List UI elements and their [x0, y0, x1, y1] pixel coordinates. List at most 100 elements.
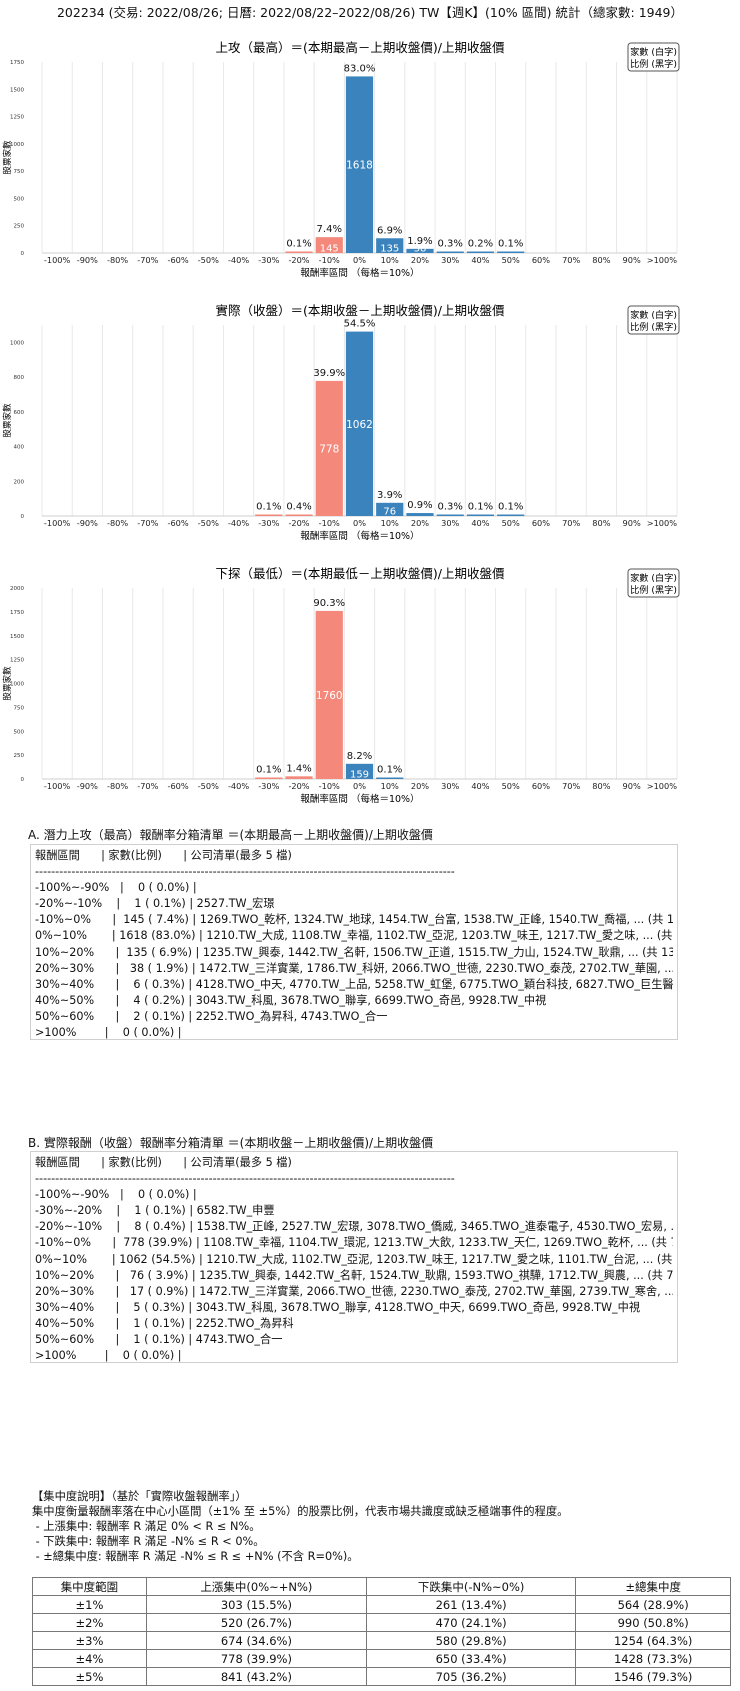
bar-percent-label: 54.5%: [344, 319, 376, 330]
list-b-box: 報酬區間 | 家數(比例) | 公司清單(最多 5 檔) ------------…: [30, 1151, 678, 1363]
bar-count-label: 1760: [316, 690, 343, 702]
list-line: ----------------------------------------…: [35, 865, 455, 879]
x-tick-label: -10%: [319, 518, 340, 528]
x-tick-label: -80%: [107, 255, 128, 265]
bar-count-label: 145: [320, 244, 339, 255]
x-tick-label: 30%: [441, 518, 459, 528]
list-line: 40%~50% | 1 ( 0.1%) | 2252.TWO_為昇科: [35, 1316, 294, 1330]
table-cell: 470 (24.1%): [365, 1613, 577, 1632]
table-cell: 564 (28.9%): [575, 1595, 731, 1614]
page-title: 202234 (交易: 2022/08/26; 日曆: 2022/08/22–2…: [56, 5, 684, 20]
list-line: 50%~60% | 2 ( 0.1%) | 2252.TWO_為昇科, 4743…: [35, 1009, 388, 1023]
table-header: ±總集中度: [575, 1577, 731, 1596]
x-tick-label: -40%: [228, 781, 249, 791]
legend-box: [627, 568, 680, 598]
table-header: 集中度範圍: [32, 1577, 147, 1596]
x-tick-label: >100%: [647, 255, 677, 265]
bar-percent-label: 0.1%: [468, 502, 493, 513]
bar: [255, 514, 283, 516]
concentration-item: - 下跌集中: 報酬率 R 滿足 -N% ≤ R < 0%。: [32, 1535, 265, 1548]
table-cell: 303 (15.5%): [145, 1595, 367, 1614]
x-tick-label: -100%: [44, 255, 71, 265]
y-axis-label: 股票家數: [2, 403, 13, 438]
y-tick-label: 250: [14, 753, 25, 759]
list-line: 40%~50% | 4 ( 0.2%) | 3043.TW_科風, 3678.T…: [35, 993, 547, 1007]
bar-percent-label: 0.9%: [407, 500, 432, 511]
bar-percent-label: 0.4%: [286, 502, 311, 513]
chart-close: 實際（收盤）＝(本期收盤－上期收盤價)/上期收盤價 0 200 400 600 800 10…: [2, 303, 680, 542]
bar-count-label: 1062: [346, 419, 373, 431]
concentration-heading: 【集中度說明】（基於「實際收盤報酬率」）: [32, 1490, 247, 1503]
bar-count-label: 778: [319, 443, 339, 455]
chart-title: 實際（收盤）＝(本期收盤－上期收盤價)/上期收盤價: [216, 303, 505, 318]
x-tick-label: 40%: [471, 781, 489, 791]
y-tick-label: 1000: [10, 142, 24, 148]
y-tick-label: 2000: [10, 586, 24, 592]
x-tick-label: 80%: [592, 518, 610, 528]
x-tick-label: 20%: [411, 255, 429, 265]
legend-line: 比例 (黑字): [630, 58, 677, 70]
y-tick-label: 1250: [10, 658, 24, 664]
y-tick-label: 1750: [10, 610, 24, 616]
table-cell: ±4%: [32, 1649, 147, 1668]
legend-box: [627, 42, 680, 72]
y-tick-label: 250: [14, 224, 25, 230]
x-tick-label: 80%: [592, 255, 610, 265]
x-tick-label: >100%: [647, 781, 677, 791]
table-cell: 705 (36.2%): [365, 1667, 577, 1686]
list-line: 0%~10% | 1618 (83.0%) | 1210.TW_大成, 1108…: [35, 929, 673, 943]
list-line: >100% | 0 ( 0.0%) |: [35, 1349, 182, 1363]
bar: [466, 251, 495, 253]
x-tick-label: -30%: [258, 781, 279, 791]
x-tick-label: 50%: [502, 518, 520, 528]
bar-percent-label: 0.3%: [438, 239, 463, 250]
y-tick-label: 0: [21, 777, 25, 783]
list-a-title: A. 潛力上攻（最高）報酬率分箱清單 ＝(本期最高－上期收盤價)/上期收盤價: [28, 828, 433, 842]
x-tick-label: 10%: [381, 255, 399, 265]
table-header-row: 集中度範圍 上漲集中(0%~+N%) 下跌集中(-N%~0%) ±總集中度: [32, 1577, 731, 1596]
bar-percent-label: 0.3%: [438, 502, 463, 513]
bar-percent-label: 0.2%: [468, 239, 493, 250]
x-tick-label: 90%: [623, 518, 641, 528]
bar-percent-label: 90.3%: [313, 598, 345, 609]
x-tick-label: 0%: [353, 781, 366, 791]
bar-count-label: 76: [383, 507, 396, 518]
x-tick-label: -90%: [77, 255, 98, 265]
table-cell: 778 (39.9%): [145, 1649, 367, 1668]
x-tick-label: 70%: [562, 255, 580, 265]
x-tick-label: 60%: [532, 255, 550, 265]
bar: [466, 514, 495, 516]
list-line: 20%~30% | 38 ( 1.9%) | 1472.TW_三洋實業, 178…: [35, 961, 673, 975]
bar-percent-label: 0.1%: [286, 239, 311, 250]
x-tick-label: 30%: [441, 781, 459, 791]
y-axis-label: 股票家數: [2, 666, 13, 701]
x-axis-label: 報酬率區間 （每格＝10%）: [300, 793, 419, 805]
bar-percent-label: 8.2%: [347, 751, 372, 762]
table-cell: 674 (34.6%): [145, 1631, 367, 1650]
bar: [406, 248, 434, 253]
y-tick-label: 1500: [10, 634, 24, 640]
y-tick-label: 600: [14, 410, 25, 416]
list-line: 10%~20% | 135 ( 6.9%) | 1235.TW_興泰, 1442…: [35, 945, 673, 959]
y-tick-label: 800: [14, 375, 25, 381]
list-line: -100%~-90% | 0 ( 0.0%) |: [35, 1188, 197, 1202]
list-line: -100%~-90% | 0 ( 0.0%) |: [35, 881, 197, 895]
x-axis-label: 報酬率區間 （每格＝10%）: [300, 530, 419, 542]
y-tick-label: 0: [21, 514, 25, 520]
bar-count-label: 159: [350, 770, 369, 781]
legend-line: 比例 (黑字): [630, 584, 677, 596]
x-tick-label: 40%: [471, 518, 489, 528]
y-tick-label: 400: [14, 445, 25, 451]
concentration-desc: 集中度衡量報酬率落在中心小區間（±1% 至 ±5%）的股票比例，代表市場共識度或…: [32, 1505, 569, 1518]
x-tick-label: -50%: [198, 518, 219, 528]
x-tick-label: -90%: [77, 518, 98, 528]
y-tick-label: 500: [14, 196, 25, 202]
table-row: ±5% 841 (43.2%) 705 (36.2%) 1546 (79.3%): [32, 1667, 731, 1686]
y-tick-label: 1750: [10, 60, 24, 66]
x-tick-label: >100%: [647, 518, 677, 528]
list-line: 20%~30% | 17 ( 0.9%) | 1472.TW_三洋實業, 206…: [35, 1284, 673, 1298]
x-tick-label: 60%: [532, 781, 550, 791]
y-tick-label: 750: [14, 705, 25, 711]
bar-count-label: 1618: [346, 160, 373, 172]
list-line: -10%~0% | 145 ( 7.4%) | 1269.TWO_乾杯, 132…: [35, 913, 673, 927]
